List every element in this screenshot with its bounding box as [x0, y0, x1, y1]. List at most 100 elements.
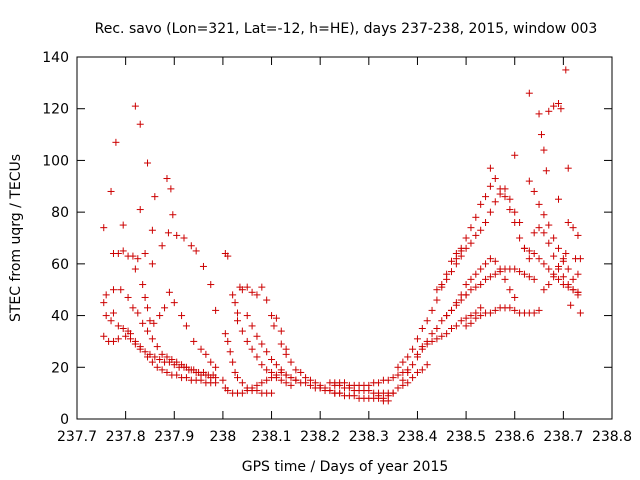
data-point	[384, 376, 392, 384]
data-point	[173, 371, 181, 379]
data-point	[486, 309, 494, 317]
data-point	[530, 309, 538, 317]
data-point	[516, 234, 524, 242]
data-point	[525, 255, 533, 263]
x-tick-label: 237.8	[106, 429, 146, 445]
data-point	[163, 175, 171, 183]
data-point	[297, 368, 305, 376]
data-point	[248, 288, 256, 296]
data-point	[452, 255, 460, 263]
data-point	[119, 325, 127, 332]
data-point	[182, 374, 190, 382]
data-point	[491, 270, 499, 278]
data-point	[477, 265, 485, 273]
data-point	[302, 379, 310, 387]
data-point	[535, 224, 543, 232]
data-point	[272, 314, 280, 322]
data-point	[467, 286, 475, 294]
x-tick-label: 238.4	[397, 429, 437, 445]
data-point	[207, 358, 215, 366]
data-point	[144, 159, 152, 167]
data-point	[404, 368, 412, 376]
data-point	[525, 247, 533, 255]
data-point	[384, 392, 392, 400]
data-point	[418, 345, 426, 353]
data-point	[263, 296, 271, 304]
data-point	[164, 229, 172, 237]
data-point	[486, 273, 494, 281]
data-point	[467, 312, 475, 320]
data-point	[452, 322, 460, 330]
data-point	[287, 358, 295, 366]
data-point	[448, 306, 455, 314]
data-point	[253, 291, 261, 299]
data-points	[100, 66, 584, 405]
data-point	[268, 312, 276, 320]
data-point	[226, 348, 234, 356]
data-point	[229, 291, 237, 299]
data-point	[114, 322, 122, 330]
data-point	[496, 185, 504, 193]
data-point	[569, 224, 577, 232]
data-point	[511, 208, 519, 216]
data-point	[394, 371, 402, 379]
data-point	[134, 255, 142, 263]
data-point	[467, 275, 475, 283]
data-point	[146, 317, 154, 325]
data-point	[472, 270, 480, 278]
data-point	[270, 322, 278, 330]
data-point	[119, 247, 127, 255]
data-point	[433, 325, 441, 332]
data-point	[540, 211, 548, 219]
x-tick-label: 238	[210, 429, 237, 445]
data-point	[404, 379, 412, 387]
data-point	[268, 389, 276, 397]
data-point	[467, 239, 475, 247]
data-point	[569, 275, 577, 283]
data-point	[545, 281, 553, 289]
data-point	[486, 208, 494, 216]
data-point	[462, 234, 470, 242]
chart-title: Rec. savo (Lon=321, Lat=-12, h=HE), days…	[95, 21, 598, 37]
x-tick-label: 237.7	[57, 429, 97, 445]
data-point	[243, 312, 251, 320]
data-point	[156, 356, 164, 364]
data-point	[506, 206, 514, 214]
data-point	[234, 309, 241, 317]
data-point	[409, 374, 417, 382]
data-point	[516, 268, 524, 276]
data-point	[122, 332, 130, 340]
x-tick-label: 238.7	[543, 429, 583, 445]
data-point	[238, 389, 246, 397]
data-point	[477, 200, 485, 208]
data-point	[263, 376, 271, 384]
data-point	[542, 167, 550, 175]
data-point	[457, 291, 465, 299]
data-point	[114, 335, 122, 343]
data-point	[197, 345, 205, 353]
data-point	[525, 89, 533, 97]
x-axis-label: GPS time / Days of year 2015	[242, 459, 449, 475]
data-point	[131, 340, 139, 348]
data-point	[418, 366, 426, 374]
data-point	[413, 350, 421, 358]
data-point	[564, 218, 572, 226]
data-point	[282, 350, 290, 358]
data-point	[158, 366, 166, 374]
data-point	[559, 273, 567, 281]
data-point	[564, 164, 572, 172]
data-point	[491, 306, 499, 314]
y-tick-label: 20	[51, 360, 69, 376]
data-point	[555, 275, 562, 283]
data-point	[136, 345, 144, 353]
data-point	[180, 234, 188, 242]
data-point	[277, 376, 285, 384]
data-point	[550, 252, 558, 260]
data-point	[124, 293, 132, 301]
data-point	[462, 244, 470, 252]
data-point	[341, 379, 348, 387]
data-point	[413, 368, 421, 376]
data-point	[127, 335, 134, 343]
data-point	[462, 281, 470, 289]
